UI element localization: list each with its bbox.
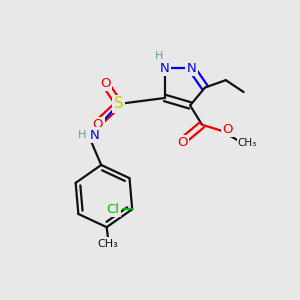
Text: O: O (93, 118, 103, 131)
Text: S: S (114, 96, 124, 111)
Text: N: N (187, 62, 196, 75)
Text: O: O (177, 136, 188, 149)
Text: O: O (100, 76, 111, 90)
Text: O: O (222, 123, 232, 136)
Text: H: H (78, 130, 87, 140)
Text: N: N (160, 62, 170, 75)
Text: CH₃: CH₃ (238, 138, 257, 148)
Text: H: H (155, 51, 164, 61)
Text: CH₃: CH₃ (98, 238, 118, 248)
Text: Cl: Cl (106, 203, 119, 216)
Text: N: N (89, 129, 99, 142)
